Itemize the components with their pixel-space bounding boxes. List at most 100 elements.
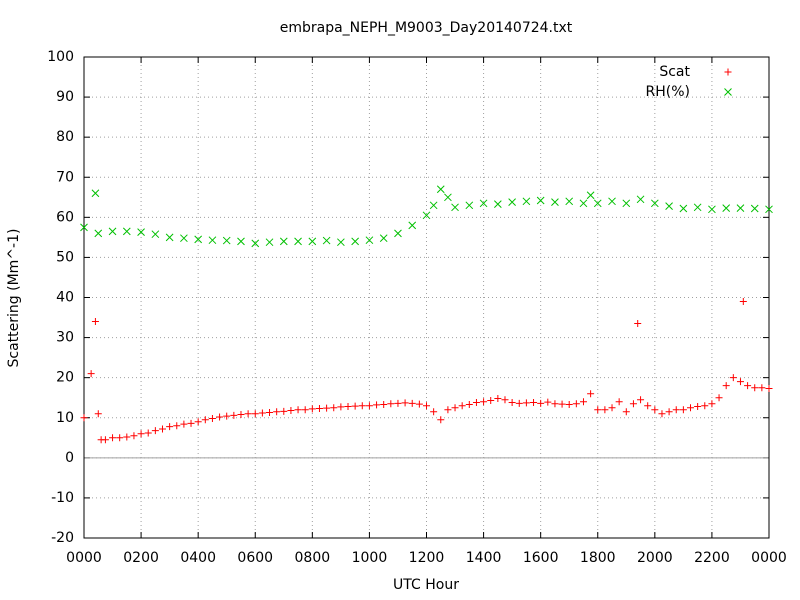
x-tick-label: 0000 bbox=[751, 550, 787, 566]
chart-title: embrapa_NEPH_M9003_Day20140724.txt bbox=[280, 20, 573, 36]
data-point bbox=[194, 418, 202, 426]
data-point bbox=[651, 406, 659, 414]
data-point bbox=[180, 234, 188, 243]
y-tick-label: 80 bbox=[56, 129, 74, 145]
data-point bbox=[765, 205, 773, 214]
data-point bbox=[593, 199, 602, 208]
data-point bbox=[158, 425, 166, 433]
data-point bbox=[401, 399, 409, 407]
x-tick-label: 1400 bbox=[466, 550, 502, 566]
data-point bbox=[187, 419, 195, 427]
y-tick-label: 0 bbox=[65, 450, 74, 466]
data-point bbox=[423, 402, 430, 410]
x-axis-label: UTC Hour bbox=[393, 577, 459, 593]
data-point bbox=[344, 403, 352, 411]
data-point bbox=[208, 236, 217, 245]
y-tick-label: 40 bbox=[56, 290, 74, 306]
data-point bbox=[430, 408, 438, 416]
legend-marker bbox=[724, 88, 732, 96]
x-tick-label: 0800 bbox=[295, 550, 331, 566]
data-point bbox=[108, 227, 117, 236]
data-point bbox=[237, 411, 245, 419]
data-point bbox=[130, 432, 138, 440]
data-point bbox=[572, 400, 580, 408]
y-tick-label: 20 bbox=[56, 370, 74, 386]
data-point bbox=[479, 199, 488, 208]
data-point bbox=[708, 205, 716, 214]
data-point bbox=[373, 401, 381, 409]
data-point bbox=[244, 410, 252, 418]
x-tick-label: 1800 bbox=[580, 550, 616, 566]
data-point bbox=[387, 400, 395, 408]
y-tick-label: 50 bbox=[56, 249, 74, 265]
data-point bbox=[672, 406, 680, 414]
data-point bbox=[444, 406, 452, 414]
legend-label: RH(%) bbox=[646, 84, 690, 100]
data-point bbox=[91, 318, 99, 326]
data-point bbox=[458, 402, 466, 410]
data-point bbox=[330, 404, 338, 412]
data-point bbox=[151, 427, 159, 435]
y-tick-label: 100 bbox=[47, 49, 74, 65]
data-point bbox=[586, 191, 595, 200]
data-point bbox=[415, 400, 423, 408]
data-point bbox=[665, 408, 673, 416]
data-point bbox=[451, 203, 459, 212]
data-point bbox=[634, 320, 642, 328]
data-point bbox=[351, 237, 359, 246]
y-tick-label: 70 bbox=[56, 169, 74, 185]
data-point bbox=[180, 420, 188, 428]
data-point bbox=[144, 429, 152, 437]
data-point bbox=[101, 436, 109, 444]
data-point bbox=[629, 400, 637, 408]
data-point bbox=[166, 423, 174, 431]
data-point bbox=[308, 405, 316, 413]
data-point bbox=[622, 199, 631, 208]
data-point bbox=[394, 399, 402, 407]
data-point bbox=[251, 239, 260, 248]
data-point bbox=[494, 200, 502, 208]
data-point bbox=[687, 404, 695, 412]
legend-label: Scat bbox=[659, 64, 690, 80]
data-point bbox=[365, 402, 373, 410]
x-tick-label: 0200 bbox=[123, 550, 159, 566]
data-point bbox=[558, 400, 566, 408]
data-point bbox=[358, 402, 366, 410]
data-point bbox=[480, 398, 488, 406]
data-point bbox=[322, 236, 331, 245]
data-point bbox=[515, 399, 523, 407]
data-point bbox=[323, 404, 331, 412]
data-point bbox=[751, 384, 759, 392]
data-point bbox=[165, 233, 174, 242]
data-point bbox=[551, 198, 559, 206]
data-point bbox=[201, 416, 209, 424]
data-point bbox=[379, 234, 388, 243]
data-point bbox=[237, 237, 245, 246]
data-point bbox=[122, 227, 131, 236]
data-point bbox=[287, 407, 295, 415]
data-point bbox=[565, 401, 573, 409]
data-point bbox=[551, 400, 559, 408]
data-point bbox=[679, 204, 688, 213]
data-point bbox=[216, 413, 224, 421]
data-point bbox=[508, 198, 516, 206]
y-tick-label: 60 bbox=[56, 209, 74, 225]
data-point bbox=[465, 201, 474, 210]
data-point bbox=[530, 399, 538, 407]
data-point bbox=[650, 199, 659, 208]
data-point bbox=[294, 406, 302, 414]
y-tick-label: 10 bbox=[56, 410, 74, 426]
data-point bbox=[408, 399, 416, 407]
data-point bbox=[308, 237, 317, 246]
data-point bbox=[173, 422, 181, 430]
data-point bbox=[87, 370, 95, 378]
data-point bbox=[222, 236, 231, 245]
data-point bbox=[279, 237, 288, 246]
data-point bbox=[94, 410, 102, 418]
data-point bbox=[337, 238, 345, 247]
data-point bbox=[444, 193, 452, 202]
data-point bbox=[266, 409, 274, 417]
data-point bbox=[636, 195, 645, 204]
data-point bbox=[80, 414, 88, 422]
data-point bbox=[294, 237, 302, 246]
